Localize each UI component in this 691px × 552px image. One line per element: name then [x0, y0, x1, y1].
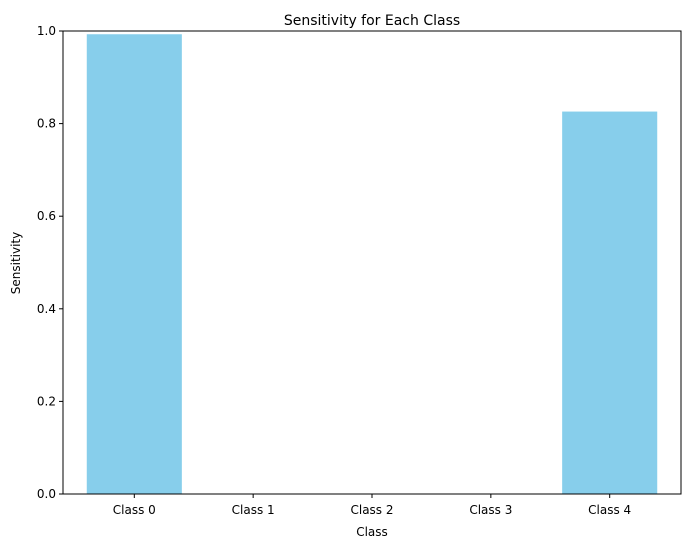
x-tick-label: Class 3	[469, 503, 512, 517]
x-axis: Class 0 Class 1 Class 2 Class 3 Class 4	[113, 494, 631, 517]
y-tick-label: 0.4	[37, 302, 56, 316]
y-tick-label: 0.0	[37, 487, 56, 501]
y-axis-label: Sensitivity	[9, 232, 23, 294]
y-tick-label: 1.0	[37, 24, 56, 38]
x-tick-label: Class 1	[232, 503, 275, 517]
x-tick-label: Class 4	[588, 503, 631, 517]
bar-class-4	[562, 111, 658, 494]
y-tick-label: 0.2	[37, 394, 56, 408]
chart-title: Sensitivity for Each Class	[284, 13, 460, 29]
y-axis: 0.0 0.2 0.4 0.6 0.8 1.0	[37, 24, 63, 501]
bars-layer	[86, 34, 658, 495]
y-tick-label: 0.8	[37, 117, 56, 131]
y-tick-label: 0.6	[37, 209, 56, 223]
x-axis-label: Class	[356, 525, 388, 539]
plot-frame	[62, 30, 682, 495]
x-tick-label: Class 2	[350, 503, 393, 517]
x-tick-label: Class 0	[113, 503, 156, 517]
bar-class-0	[86, 34, 182, 495]
